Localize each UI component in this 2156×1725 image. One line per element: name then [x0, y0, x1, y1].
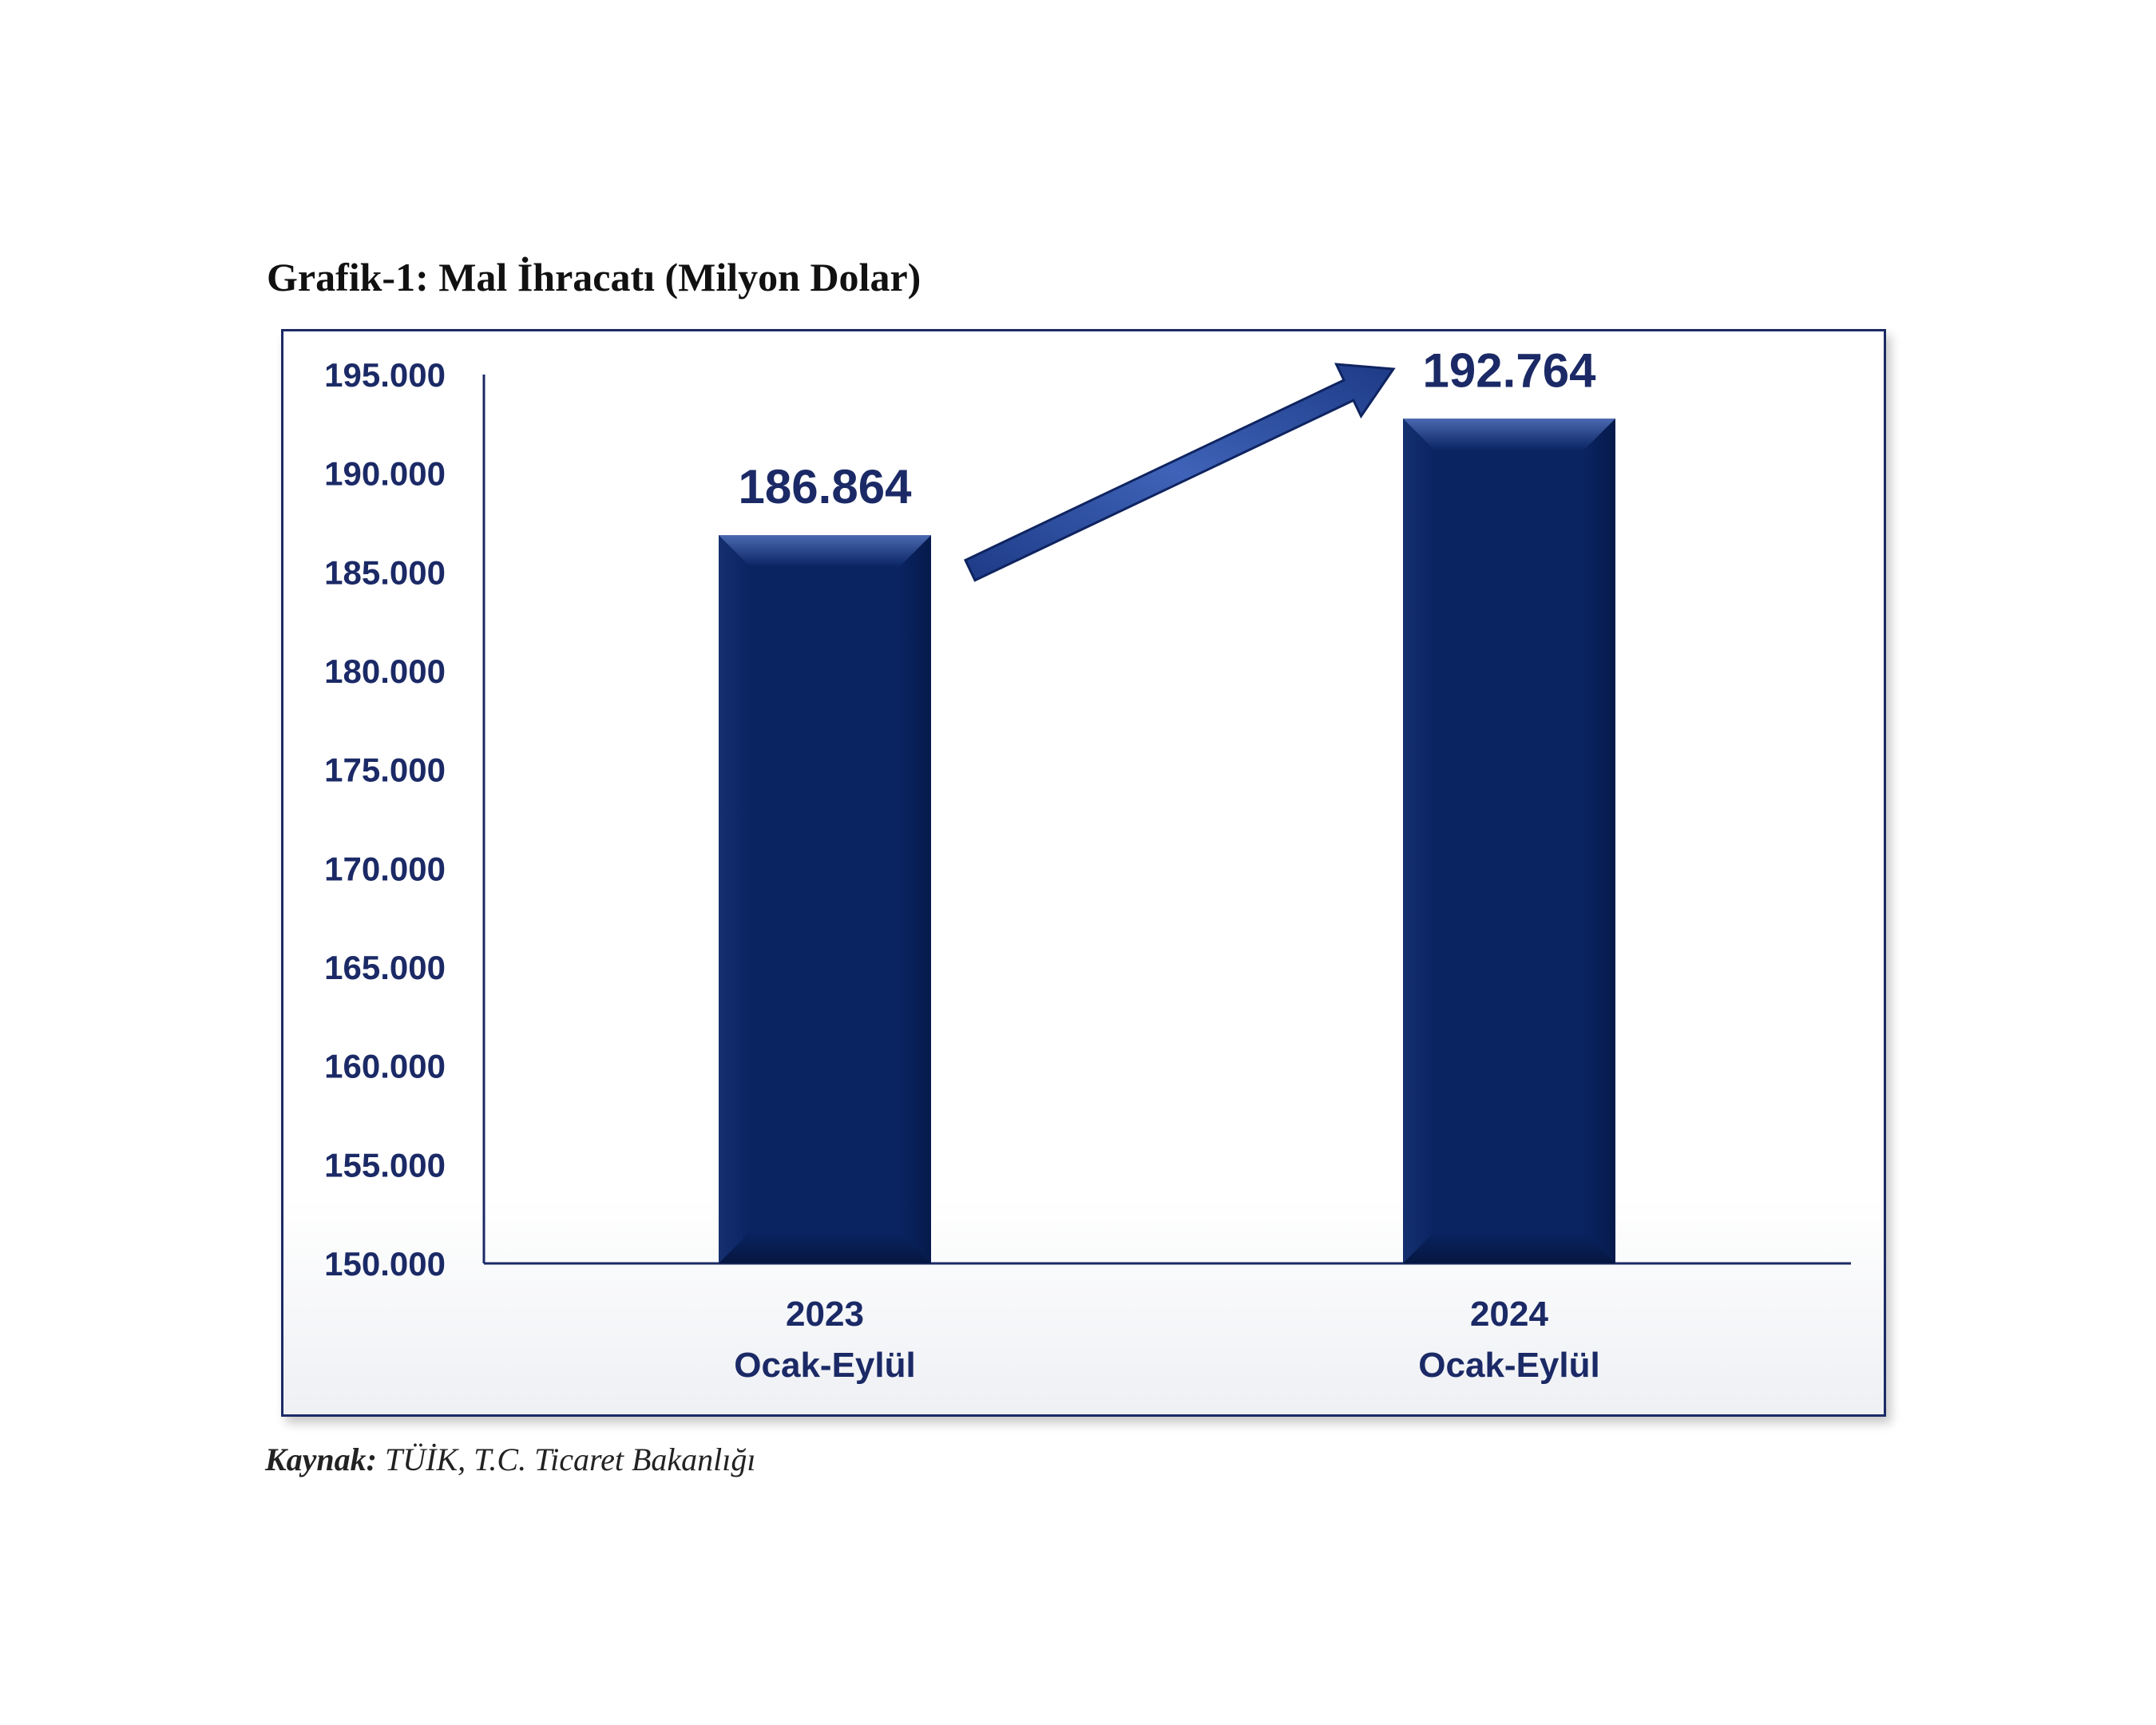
y-tick-label: 190.000	[324, 455, 446, 493]
y-tick-label: 185.000	[324, 553, 446, 591]
trend-arrow-icon	[964, 363, 1396, 582]
y-tick-label: 175.000	[324, 751, 446, 789]
bar	[1403, 418, 1615, 1263]
bar-face	[1435, 450, 1583, 1231]
bar-bevel-bottom	[1403, 1231, 1615, 1263]
bar-bevel-top	[719, 535, 931, 568]
bar-value-label: 192.764	[1423, 343, 1597, 397]
y-tick-label: 195.000	[324, 356, 446, 394]
x-category-label: Ocak-Eylül	[1418, 1346, 1599, 1385]
bar-bevel-right	[1583, 418, 1615, 1263]
y-tick-label: 155.000	[324, 1146, 446, 1184]
x-category-label: Ocak-Eylül	[734, 1346, 915, 1385]
source-text: TÜİK, T.C. Ticaret Bakanlığı	[385, 1441, 756, 1477]
bar-bevel-top	[1403, 418, 1615, 451]
y-tick-label: 170.000	[324, 850, 446, 887]
y-tick-label: 160.000	[324, 1048, 446, 1085]
bar-face	[751, 567, 899, 1231]
x-category-label: 2024	[1470, 1295, 1548, 1334]
y-tick-label: 150.000	[324, 1245, 446, 1283]
y-tick-label: 180.000	[324, 652, 446, 690]
bar-bevel-right	[899, 535, 931, 1263]
bar-value-label: 186.864	[739, 460, 913, 514]
source-label: Kaynak:	[265, 1441, 377, 1477]
source-note: Kaynak: TÜİK, T.C. Ticaret Bakanlığı	[265, 1441, 755, 1478]
y-tick-label: 165.000	[324, 949, 446, 986]
bar-bevel-bottom	[719, 1231, 931, 1263]
x-category-label: 2023	[786, 1295, 864, 1334]
chart-title: Grafik-1: Mal İhracatı (Milyon Dolar)	[267, 255, 921, 299]
bar-bevel-left	[719, 535, 751, 1263]
bar	[719, 535, 931, 1263]
bar-bevel-left	[1403, 418, 1435, 1263]
